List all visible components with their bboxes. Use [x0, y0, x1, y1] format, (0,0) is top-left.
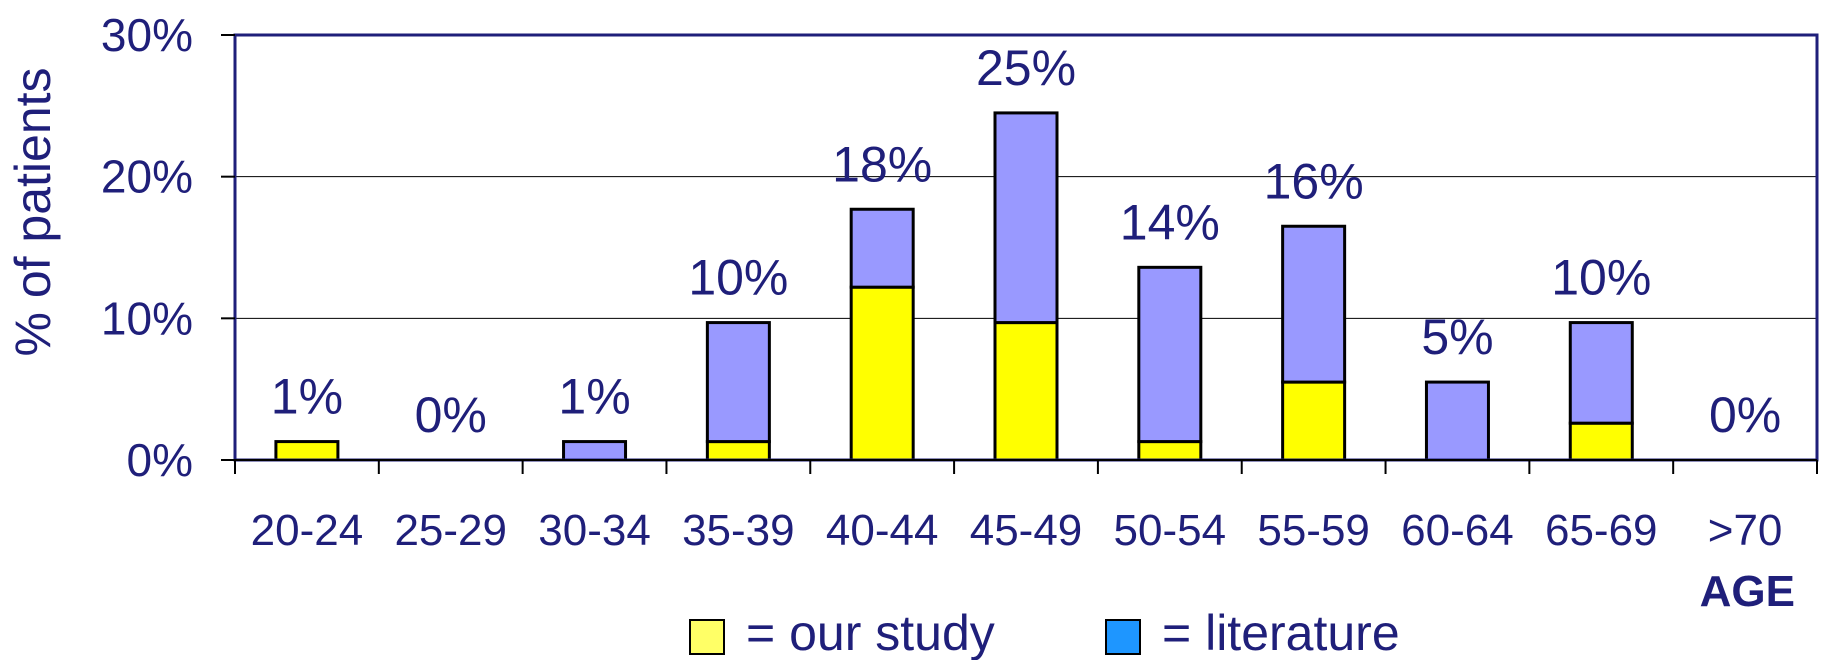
legend-label-our-study: = our study [746, 605, 995, 660]
x-category-label-1: 25-29 [394, 506, 507, 555]
data-label-9: 10% [1551, 250, 1651, 306]
bar-literature-2 [562, 440, 628, 462]
data-label-10: 0% [1709, 387, 1781, 443]
y-tick-label-2: 20% [101, 151, 193, 203]
bar-our-study-7 [1281, 380, 1347, 462]
bar-our-study-6 [1137, 440, 1203, 462]
bar-our-study-0 [274, 440, 340, 462]
data-labels: 1% 0% 1% 10% 18% 25% 14% 16% 5% 10% 0% [271, 40, 1781, 443]
y-tick-label-0: 0% [127, 434, 193, 486]
y-ticks: 0% 10% 20% 30% [101, 9, 1818, 486]
bar-literature-9 [1568, 321, 1634, 425]
x-category-label-10: >70 [1708, 506, 1783, 555]
bar-literature-4 [849, 207, 915, 289]
data-label-6: 14% [1120, 194, 1220, 250]
data-label-2: 1% [558, 369, 630, 425]
legend: = our study = literature [689, 605, 1400, 660]
x-category-label-5: 45-49 [970, 506, 1083, 555]
bar-literature-8 [1424, 380, 1490, 462]
data-label-7: 16% [1264, 153, 1364, 209]
x-category-label-0: 20-24 [251, 506, 364, 555]
bar-our-study-3 [705, 440, 771, 462]
y-axis-label: % of patients [5, 67, 61, 356]
bar-our-study-4 [849, 285, 915, 462]
plot-frame [233, 33, 1819, 462]
x-axis-label: AGE [1700, 567, 1795, 616]
bars [274, 111, 1634, 462]
data-label-8: 5% [1421, 309, 1493, 365]
bar-our-study-9 [1568, 421, 1634, 462]
y-tick-label-1: 10% [101, 292, 193, 344]
legend-swatch-literature [1105, 619, 1141, 655]
bar-literature-3 [705, 321, 771, 444]
x-category-label-3: 35-39 [682, 506, 795, 555]
bar-literature-6 [1137, 265, 1203, 444]
x-category-label-9: 65-69 [1545, 506, 1658, 555]
data-label-1: 0% [415, 387, 487, 443]
x-category-label-2: 30-34 [538, 506, 651, 555]
data-label-5: 25% [976, 40, 1076, 96]
x-category-label-7: 55-59 [1257, 506, 1370, 555]
legend-label-literature: = literature [1162, 605, 1400, 660]
legend-swatch-our-study [689, 619, 725, 655]
x-category-labels: 20-24 25-29 30-34 35-39 40-44 45-49 50-54 55-59… [251, 506, 1783, 555]
bar-literature-7 [1281, 224, 1347, 384]
bar-literature-5 [993, 111, 1059, 325]
x-category-label-8: 60-64 [1401, 506, 1514, 555]
x-category-label-6: 50-54 [1114, 506, 1227, 555]
y-tick-label-3: 30% [101, 9, 193, 61]
data-label-3: 10% [688, 250, 788, 306]
data-label-0: 1% [271, 369, 343, 425]
bar-our-study-5 [993, 321, 1059, 462]
data-label-4: 18% [832, 136, 932, 192]
x-category-label-4: 40-44 [826, 506, 939, 555]
